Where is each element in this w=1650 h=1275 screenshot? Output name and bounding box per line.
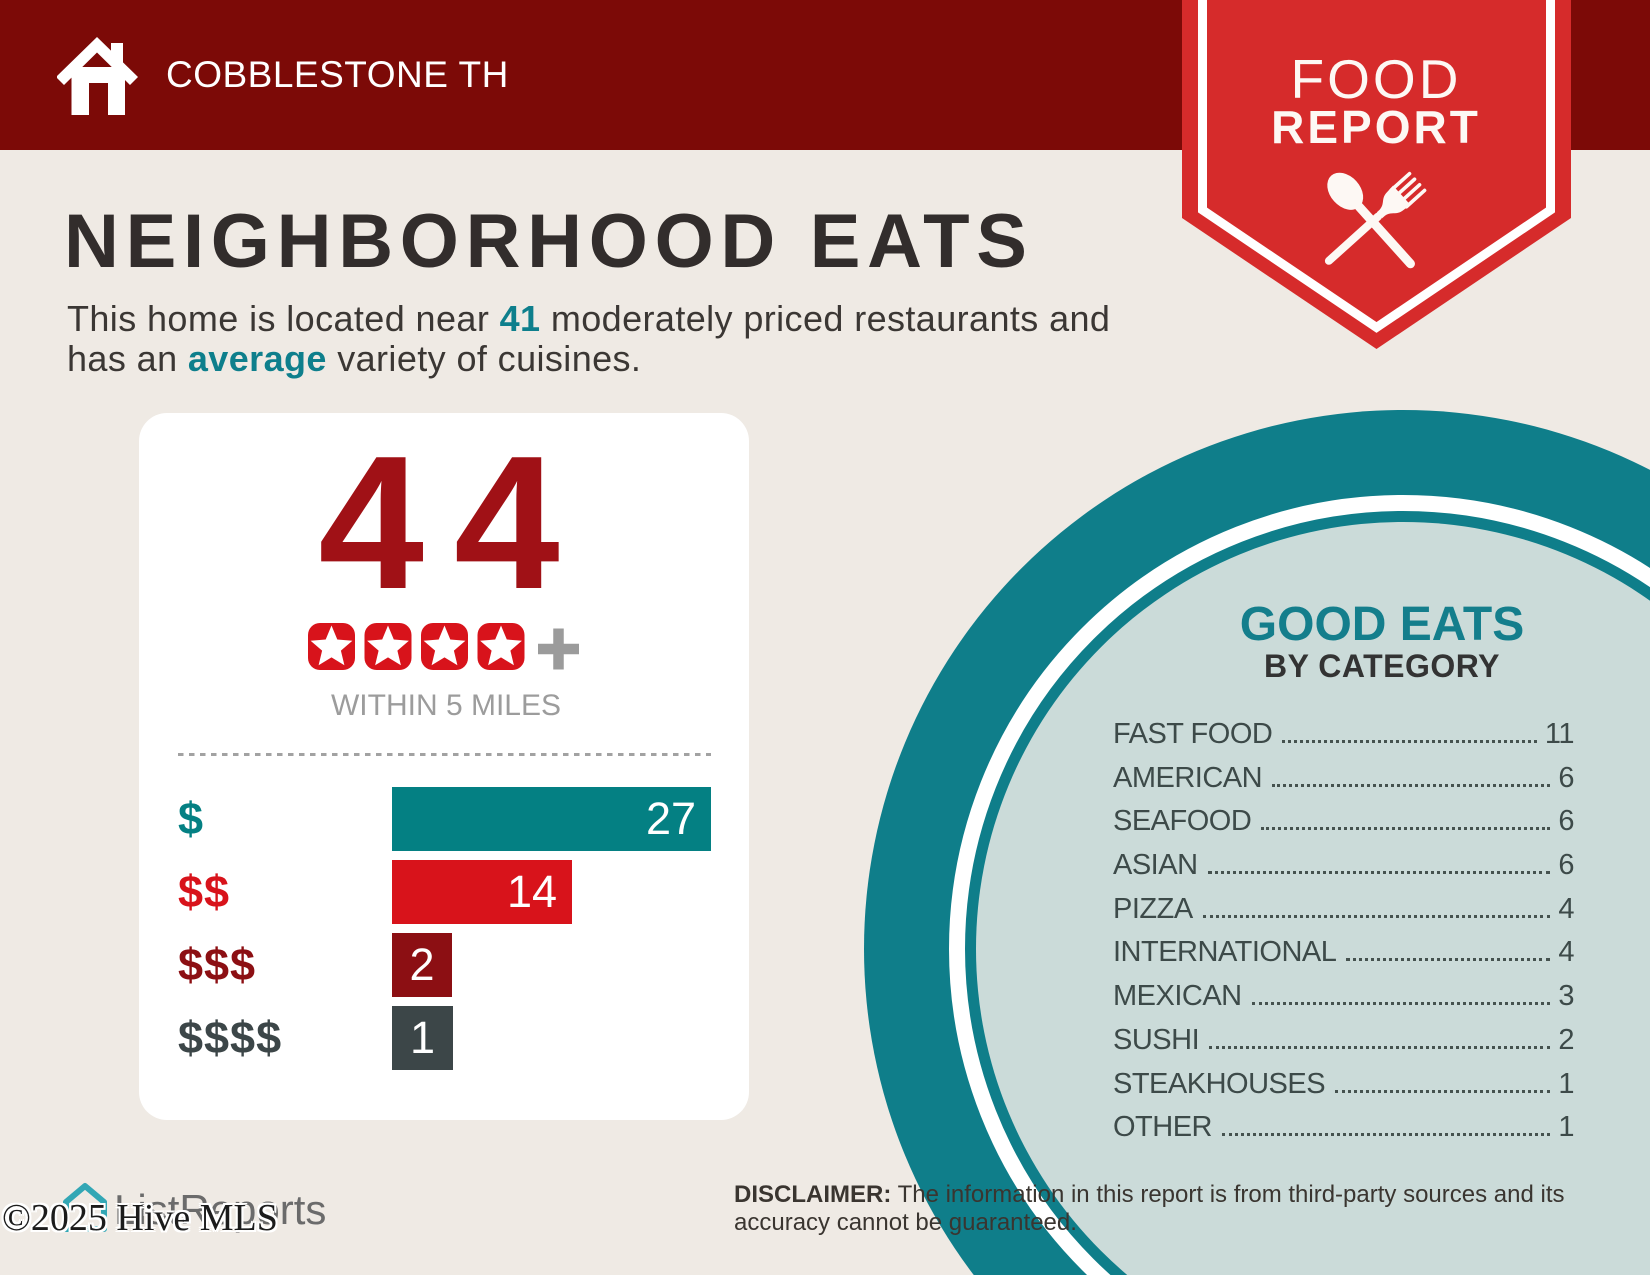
svg-text:FOOD: FOOD — [1291, 48, 1462, 110]
svg-text:REPORT: REPORT — [1271, 101, 1481, 153]
